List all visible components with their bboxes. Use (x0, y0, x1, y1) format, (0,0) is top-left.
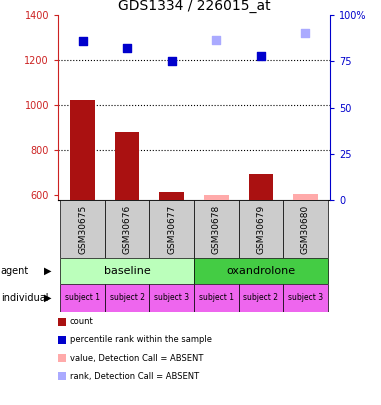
Text: count: count (70, 318, 94, 326)
Bar (239, 200, 283, 258)
Bar (293, 194, 318, 200)
Text: subject 1: subject 1 (65, 294, 100, 303)
Text: agent: agent (1, 266, 29, 276)
Text: subject 3: subject 3 (154, 294, 189, 303)
Bar (249, 174, 273, 200)
Text: rank, Detection Call = ABSENT: rank, Detection Call = ABSENT (70, 371, 199, 381)
Text: subject 2: subject 2 (110, 294, 145, 303)
Bar (194, 284, 239, 312)
Title: GDS1334 / 226015_at: GDS1334 / 226015_at (118, 0, 270, 13)
Bar (204, 196, 229, 200)
Text: ▶: ▶ (44, 293, 51, 303)
Bar (70, 100, 95, 200)
Point (124, 45, 130, 51)
Bar (149, 200, 194, 258)
Text: value, Detection Call = ABSENT: value, Detection Call = ABSENT (70, 354, 203, 362)
Point (258, 52, 264, 59)
Text: subject 3: subject 3 (288, 294, 323, 303)
Bar (159, 192, 184, 200)
Text: baseline: baseline (104, 266, 150, 276)
Bar (239, 284, 283, 312)
Text: GSM30680: GSM30680 (301, 205, 310, 254)
Bar (149, 284, 194, 312)
Point (169, 58, 175, 64)
Bar (60, 200, 105, 258)
Text: GSM30676: GSM30676 (123, 205, 131, 254)
Text: ▶: ▶ (44, 266, 51, 276)
Bar (105, 200, 149, 258)
Text: GSM30675: GSM30675 (78, 205, 87, 254)
Bar (60, 284, 105, 312)
Text: GSM30678: GSM30678 (212, 205, 221, 254)
Text: individual: individual (1, 293, 48, 303)
Bar (194, 258, 328, 284)
Text: oxandrolone: oxandrolone (226, 266, 295, 276)
Bar (60, 258, 194, 284)
Text: GSM30679: GSM30679 (256, 205, 266, 254)
Text: subject 2: subject 2 (243, 294, 279, 303)
Bar (105, 284, 149, 312)
Point (80, 38, 86, 44)
Bar (283, 284, 328, 312)
Text: subject 1: subject 1 (199, 294, 234, 303)
Bar (115, 132, 139, 200)
Bar (194, 200, 239, 258)
Bar (283, 200, 328, 258)
Text: percentile rank within the sample: percentile rank within the sample (70, 335, 212, 345)
Point (303, 30, 309, 36)
Text: GSM30677: GSM30677 (167, 205, 176, 254)
Point (213, 36, 219, 43)
